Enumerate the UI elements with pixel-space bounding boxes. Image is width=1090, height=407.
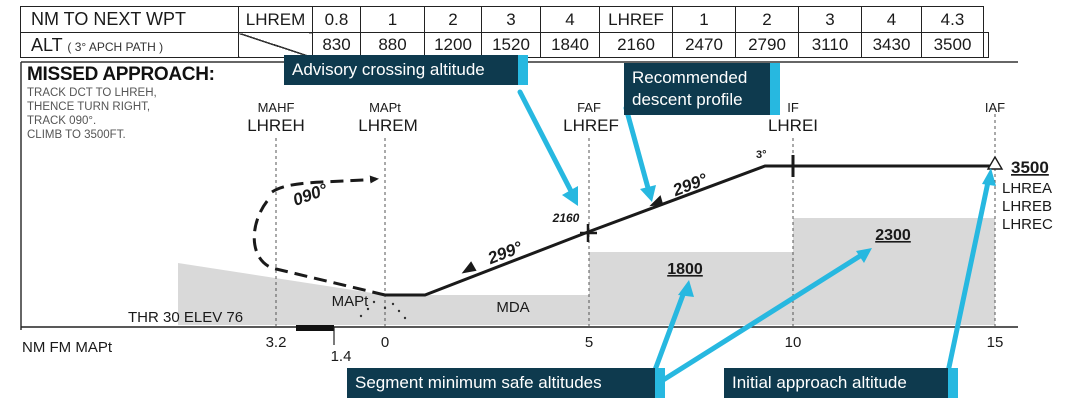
missed-approach-path (252, 199, 386, 297)
missed-approach-instructions: MISSED APPROACH: TRACK DCT TO LHREH, THE… (27, 64, 215, 142)
altitude-label: ALT (31, 34, 63, 55)
faf-cross-mark (580, 224, 597, 242)
altitude-cell: 2160 (599, 32, 673, 58)
distance-cell: 4 (861, 6, 922, 33)
mapt-name-label: LHREM (358, 116, 418, 135)
altitude-cell: 880 (360, 32, 425, 58)
msa-final-leader (652, 289, 687, 373)
distance-tick-label: 5 (585, 334, 593, 351)
threshold-terrain (178, 263, 385, 325)
distance-cell: LHREF (599, 6, 673, 33)
advisory-crossing-altitude-callout: Advisory crossing altitude (284, 55, 528, 85)
missed-approach-line: THENCE TURN RIGHT, (27, 101, 151, 113)
callout-text: Advisory crossing altitude (292, 60, 485, 79)
altitude-cell: 1520 (481, 32, 541, 58)
iaf-altitude-label: 3500 (1011, 158, 1049, 177)
recommended-arrowhead (640, 185, 656, 202)
callout-text: Recommended (632, 68, 748, 87)
mda-area (385, 295, 589, 325)
callout-text: Segment minimum safe altitudes (355, 373, 602, 392)
missed-approach-line: TRACK DCT TO LHREH, (27, 87, 157, 99)
threshold-distance-bar (296, 325, 334, 331)
if-name-label: LHREI (768, 116, 818, 135)
empty-diagonal-cell (238, 32, 313, 58)
distance-altitude-table: NM TO NEXT WPT LHREM 0.8 1 2 3 4 LHREF 1… (20, 6, 989, 58)
distance-tick-label: 3.2 (266, 334, 287, 351)
msa-intermediate-leader (657, 253, 863, 385)
msa-intermediate-arrowhead (856, 248, 872, 263)
initial-approach-altitude-callout: Initial approach altitude (724, 368, 958, 398)
distance-row: NM TO NEXT WPT LHREM 0.8 1 2 3 4 LHREF 1… (20, 6, 989, 33)
altitude-cell: 3110 (798, 32, 862, 58)
glide-angle-label: 3° (756, 149, 767, 161)
mapt-dots (359, 300, 407, 320)
faf-name-label: LHREF (563, 116, 619, 135)
callout-text: Initial approach altitude (732, 373, 907, 392)
distance-cell: LHREM (238, 6, 313, 33)
track-intermediate-label: 299° (669, 170, 710, 201)
distance-axis-label: NM FM MAPt (22, 339, 113, 356)
empty-cell (983, 32, 989, 58)
altitude-sublabel: ( 3° APCH PATH ) (67, 39, 164, 54)
recommended-descent-profile-callout: Recommended descent profile (624, 63, 780, 115)
distance-cell: 1 (360, 6, 425, 33)
threshold-label: THR 30 ELEV 76 (128, 309, 243, 326)
msa-final-arrowhead (678, 280, 694, 297)
altitude-cell: 3500 (921, 32, 984, 58)
initial-leader (945, 179, 991, 375)
terrain-shading (178, 218, 995, 325)
iaf-name-label: LHREC (1002, 216, 1053, 233)
distance-cell: 4 (540, 6, 600, 33)
msa-final-label: 1800 (667, 261, 703, 278)
msa-intermediate-label: 2300 (875, 227, 911, 244)
distance-tick-label: 1.4 (331, 348, 352, 365)
altitude-cell: 2470 (672, 32, 736, 58)
distance-row-label: NM TO NEXT WPT (20, 6, 239, 33)
missed-approach-line: CLIMB TO 3500FT. (27, 129, 126, 141)
mahf-name-label: LHREH (247, 116, 305, 135)
iaf-role-label: IAF (985, 100, 1005, 115)
distance-cell: 4.3 (921, 6, 984, 33)
mapt-role-label: MAPt (369, 100, 401, 115)
callout-text: descent profile (632, 90, 743, 109)
callout-arrowheads (562, 168, 996, 297)
altitude-cell: 3430 (861, 32, 922, 58)
distance-cell: 1 (672, 6, 736, 33)
track-arrow-final (461, 261, 477, 274)
callout-leaders (517, 89, 991, 385)
distance-tick-label: 15 (987, 334, 1004, 351)
initial-arrowhead (982, 168, 996, 186)
altitude-cell: 2790 (735, 32, 799, 58)
track-arrow-intermediate (649, 195, 664, 207)
iaf-name-label: LHREA (1002, 180, 1052, 197)
recommended-leader (623, 105, 651, 191)
mapt-ground-label: MAPt (332, 293, 370, 310)
missed-approach-title: MISSED APPROACH: (27, 64, 215, 85)
distance-cell: 3 (798, 6, 862, 33)
crossing-altitude-label: 2160 (552, 211, 580, 225)
altitude-row-label: ALT ( 3° APCH PATH ) (20, 32, 239, 58)
missed-approach-turn (271, 175, 379, 194)
missed-approach-line: TRACK 090°. (27, 115, 97, 127)
iaf-name-label: LHREB (1002, 198, 1052, 215)
distance-cell: 3 (481, 6, 541, 33)
mda-label: MDA (496, 299, 529, 316)
advisory-leader (517, 89, 575, 196)
advisory-arrowhead (562, 186, 578, 206)
distance-cell: 2 (424, 6, 482, 33)
segment-msa-callout: Segment minimum safe altitudes (347, 368, 665, 398)
iaf-triangle-icon (986, 155, 1004, 170)
altitude-cell: 1840 (540, 32, 600, 58)
distance-tick-label: 10 (785, 334, 802, 351)
if-role-label: IF (787, 100, 799, 115)
distance-tick-label: 0 (381, 334, 389, 351)
mahf-role-label: MAHF (258, 100, 295, 115)
faf-role-label: FAF (577, 100, 601, 115)
altitude-row: ALT ( 3° APCH PATH ) 830 880 1200 1520 1… (20, 32, 989, 58)
